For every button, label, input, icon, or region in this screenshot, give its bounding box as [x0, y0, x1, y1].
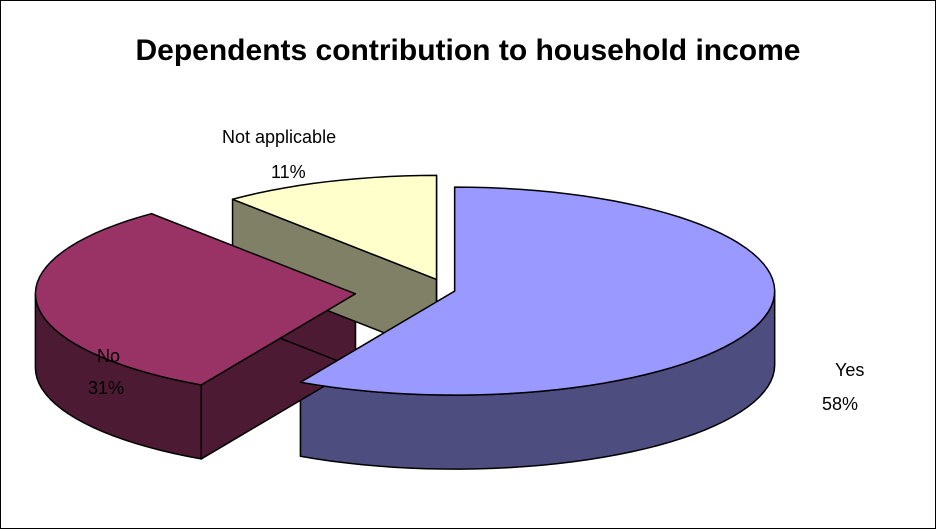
slice-value-no: 31%: [88, 378, 124, 398]
slice-top-no: [34, 212, 357, 386]
slice-label-no: No: [97, 346, 120, 366]
slice-label-yes: Yes: [835, 360, 864, 380]
slice-top-yes: [299, 186, 776, 396]
slice-top-not-applicable: [231, 174, 438, 281]
slice-label-not-applicable: Not applicable: [222, 127, 336, 147]
slice-value-yes: 58%: [822, 394, 858, 414]
slice-value-not-applicable: 11%: [271, 162, 306, 182]
chart-title: Dependents contribution to household inc…: [135, 34, 801, 67]
